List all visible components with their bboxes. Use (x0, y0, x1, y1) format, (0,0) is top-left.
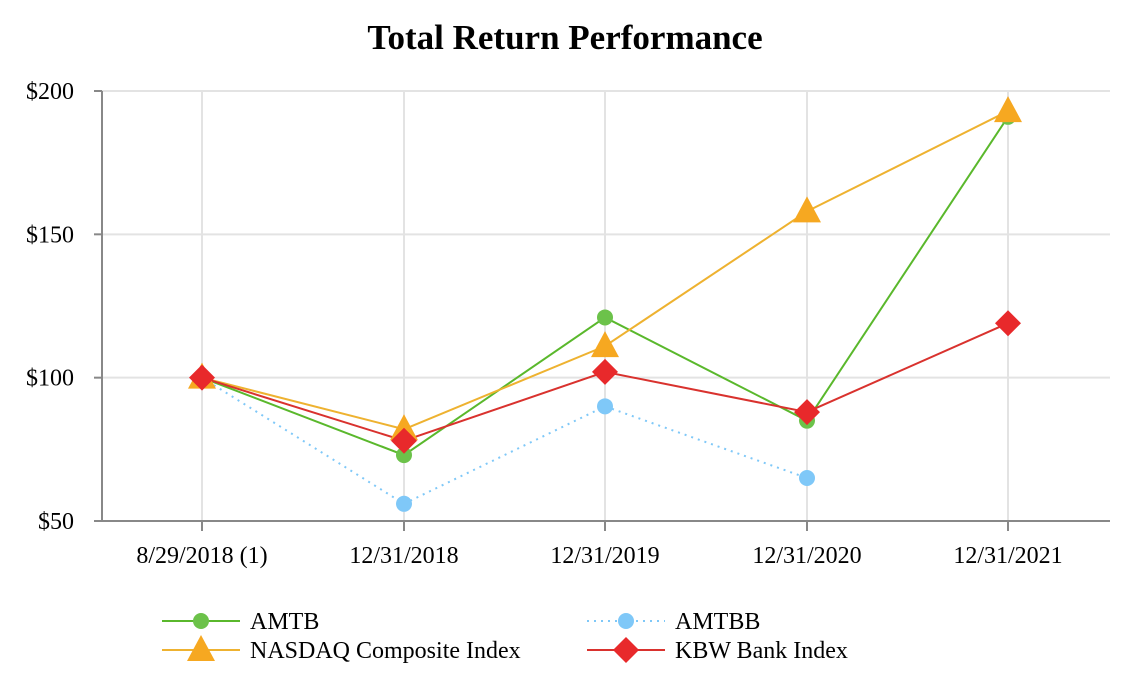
data-point-nasdaq-composite-index (994, 96, 1022, 123)
data-point-amtb (597, 309, 613, 326)
legend-label: KBW Bank Index (675, 638, 848, 664)
data-point-amtbb (396, 495, 412, 512)
legend-swatch-marker (187, 635, 215, 661)
data-point-kbw-bank-index (592, 358, 618, 385)
legend-swatch-marker (618, 613, 634, 629)
legend-item-amtb: AMTB (162, 609, 319, 635)
x-tick-label: 12/31/2020 (752, 543, 861, 569)
data-point-nasdaq-composite-index (390, 414, 418, 441)
legend-label: NASDAQ Composite Index (250, 638, 521, 664)
y-axis-ticks: $50 $100 $150 $200 (26, 79, 102, 535)
x-axis-ticks: 8/29/2018 (1) 12/31/2018 12/31/2019 12/31/2… (136, 521, 1063, 569)
y-tick-label: $50 (38, 509, 74, 535)
y-tick-label: $200 (26, 79, 74, 105)
legend: AMTB AMTBB NASDAQ Composite Index KBW Bank … (162, 609, 848, 664)
series-markers (188, 96, 1022, 512)
x-tick-label: 12/31/2019 (550, 543, 659, 569)
y-tick-label: $150 (26, 222, 74, 248)
x-tick-label: 8/29/2018 (1) (136, 543, 267, 569)
data-point-nasdaq-composite-index (793, 196, 821, 223)
legend-label: AMTBB (675, 609, 760, 635)
legend-label: AMTB (250, 609, 319, 635)
data-point-nasdaq-composite-index (591, 331, 619, 358)
chart-title: Total Return Performance (367, 18, 763, 57)
x-tick-label: 12/31/2021 (953, 543, 1062, 569)
legend-item-amtbb: AMTBB (587, 609, 760, 635)
series-line-amtbb (201, 376, 808, 505)
data-point-kbw-bank-index (391, 427, 417, 454)
grid-lines (102, 90, 1110, 521)
legend-item-nasdaq-composite-index: NASDAQ Composite Index (162, 635, 521, 664)
data-point-amtbb (597, 398, 613, 415)
data-point-amtb (396, 447, 412, 464)
y-tick-label: $100 (26, 366, 74, 392)
x-tick-label: 12/31/2018 (349, 543, 458, 569)
data-point-amtbb (799, 470, 815, 486)
data-point-kbw-bank-index (189, 364, 215, 391)
data-point-kbw-bank-index (995, 310, 1021, 337)
legend-swatch-marker (613, 637, 639, 663)
legend-swatch-marker (193, 613, 209, 629)
legend-item-kbw-bank-index: KBW Bank Index (587, 637, 848, 664)
data-point-kbw-bank-index (794, 399, 820, 426)
